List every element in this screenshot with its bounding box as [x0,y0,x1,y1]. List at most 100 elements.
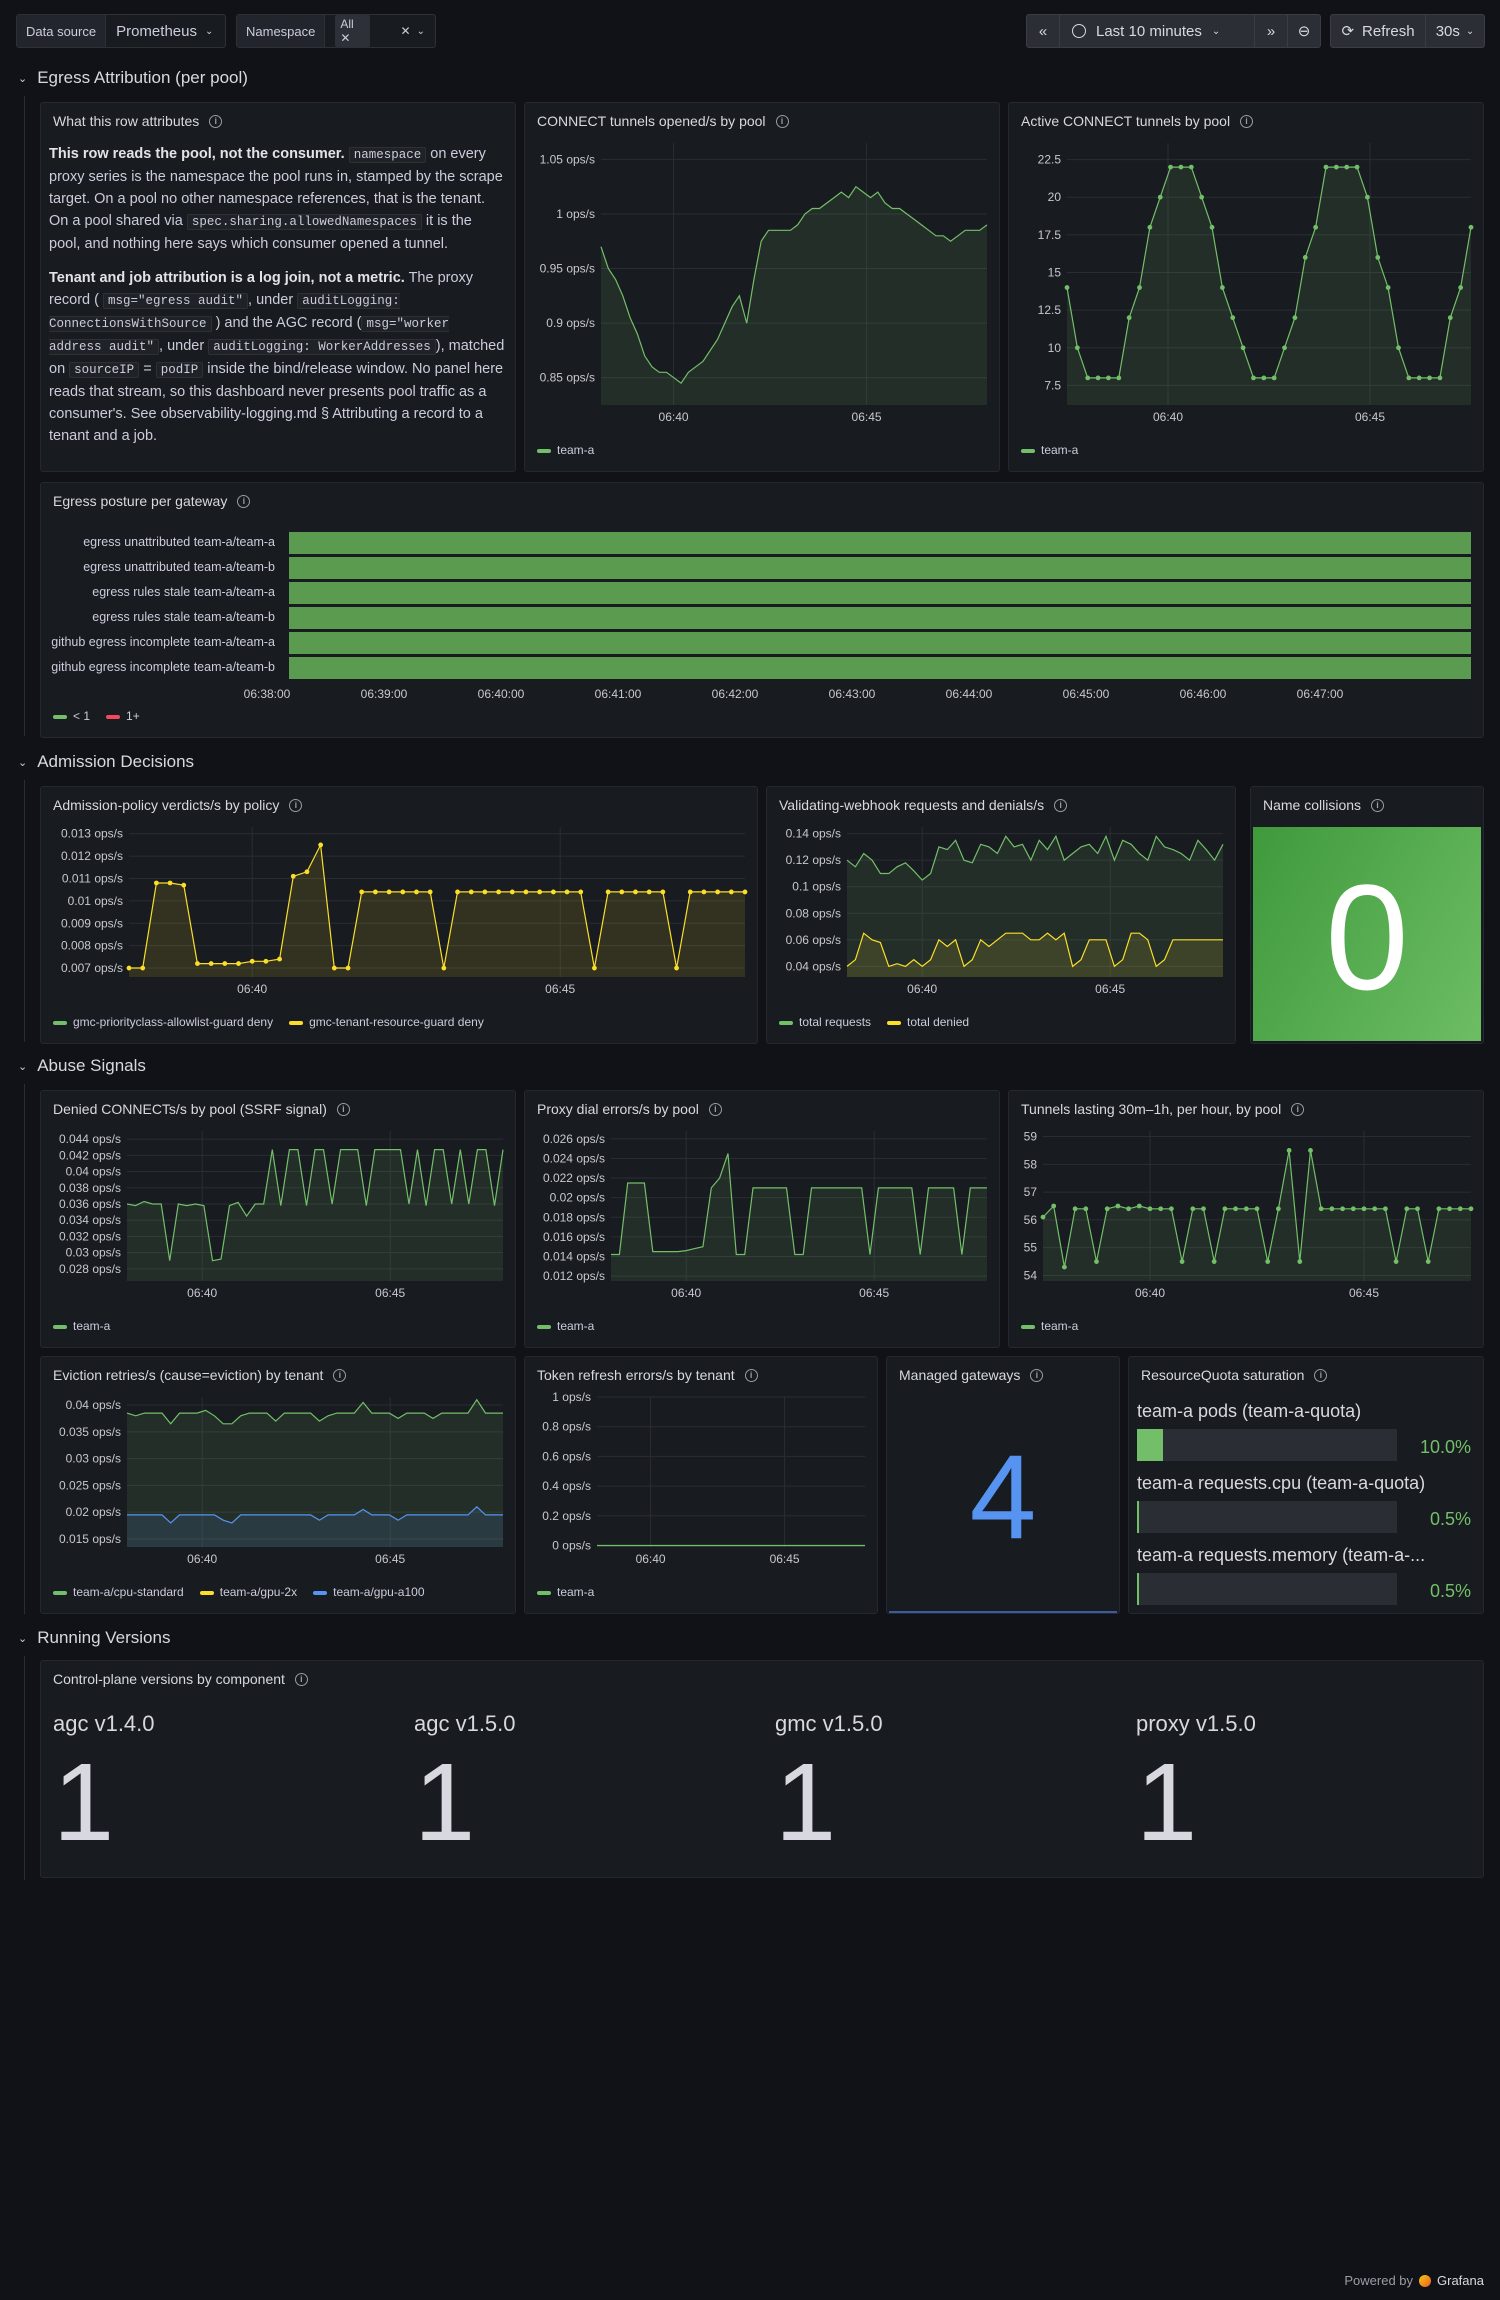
quota-gauge-panel[interactable]: ResourceQuota saturation i team-a pods (t… [1128,1356,1484,1614]
time-shift-forward-button[interactable]: » [1254,14,1288,48]
version-stat[interactable]: gmc v1.5.0 1 [775,1711,1115,1871]
info-icon[interactable]: i [1054,798,1068,812]
legend-item[interactable]: gmc-tenant-resource-guard deny [289,1015,484,1029]
panel-title: Egress posture per gateway [53,493,228,509]
legend-item[interactable]: team-a [537,1585,594,1599]
info-icon[interactable]: i [294,1672,308,1686]
namespace-chip[interactable]: All ✕ [335,15,371,47]
info-icon[interactable]: i [209,114,223,128]
chart-panel-denied-connects[interactable]: Denied CONNECTs/s by pool (SSRF signal) i… [40,1090,516,1348]
refresh-button[interactable]: ⟳ Refresh [1330,14,1426,48]
info-icon[interactable]: i [1371,798,1385,812]
stat-panel-managed-gateways[interactable]: Managed gateways i 4 [886,1356,1120,1614]
info-icon[interactable]: i [1240,114,1254,128]
legend-item[interactable]: team-a [537,1319,594,1333]
remove-chip-icon[interactable]: ✕ [340,31,351,45]
legend-item[interactable]: gmc-priorityclass-allowlist-guard deny [53,1015,273,1029]
line-chart: 0.04 ops/s 0.035 ops/s 0.03 ops/s 0.025 ops… [59,1397,503,1566]
row-header-egress[interactable]: ⌄ Egress Attribution (per pool) [18,68,248,88]
data-point [1211,1259,1217,1264]
info-icon[interactable]: i [289,798,303,812]
version-count: 1 [53,1741,115,1864]
info-icon[interactable]: i [1291,1102,1305,1116]
legend-item[interactable]: team-a [1021,1319,1078,1333]
info-icon[interactable]: i [1030,1368,1044,1382]
row-header-admission[interactable]: ⌄ Admission Decisions [18,752,194,772]
timeline-row-label: github egress incomplete team-a/team-a [51,635,275,649]
datasource-picker[interactable]: Data source Prometheus ⌄ [16,14,226,48]
stat-panel-name-collisions[interactable]: Name collisions i 0 [1250,786,1484,1044]
info-icon[interactable]: i [333,1368,347,1382]
md-text: ) and the AGC record ( [215,315,362,331]
legend-swatch [887,1020,902,1025]
y-tick-label: 0.012 ops/s [61,849,123,863]
info-icon[interactable]: i [1314,1368,1328,1382]
y-tick-label: 20 [1048,190,1062,204]
time-shift-back-button[interactable]: « [1026,14,1060,48]
data-point [1188,164,1194,170]
legend-swatch [53,1590,67,1595]
chart-panel-admission-verdicts[interactable]: Admission-policy verdicts/s by policy i 0.… [40,786,758,1044]
data-point [687,889,693,895]
md-code: auditLogging: WorkerAddresses [208,339,436,355]
chart-panel-active-connect[interactable]: Active CONNECT tunnels by pool i 22.5 20 17.… [1008,102,1484,472]
legend-item[interactable]: team-a [53,1319,110,1333]
gauge-fill [1137,1501,1140,1533]
namespace-chip-label: All [340,17,354,31]
data-point [167,880,173,886]
data-point [427,889,433,895]
legend-swatch [537,1590,551,1595]
clear-icon[interactable]: ✕ [400,24,411,38]
chart-panel-tunnels-30m[interactable]: Tunnels lasting 30m–1h, per hour, by poo… [1008,1090,1484,1348]
y-tick-label: 17.5 [1038,228,1062,242]
egress-posture-panel[interactable]: Egress posture per gateway i egress unatt… [40,482,1484,738]
refresh-interval-picker[interactable]: 30s ⌄ [1425,14,1485,48]
version-stat[interactable]: agc v1.5.0 1 [414,1711,754,1871]
legend-item[interactable]: team-a [537,443,594,457]
legend-item[interactable]: total denied [887,1015,969,1029]
info-icon[interactable]: i [775,114,789,128]
panel-title: CONNECT tunnels opened/s by pool [537,113,766,129]
data-point [126,965,132,971]
row-header-versions[interactable]: ⌄ Running Versions [18,1628,170,1648]
versions-panel[interactable]: Control-plane versions by component i agc… [40,1660,1484,1878]
info-icon[interactable]: i [744,1368,758,1382]
legend-item[interactable]: team-a [1021,443,1078,457]
data-point [1415,1206,1420,1212]
legend-item[interactable]: < 1 [53,709,90,723]
legend-item[interactable]: 1+ [106,709,140,723]
info-icon[interactable]: i [237,494,251,508]
data-point [181,882,187,888]
row-header-abuse[interactable]: ⌄ Abuse Signals [18,1056,146,1076]
data-point [1437,375,1443,381]
legend-item[interactable]: total requests [779,1015,871,1029]
y-tick-label: 59 [1024,1130,1038,1144]
chart-panel-webhook[interactable]: Validating-webhook requests and denials/… [766,786,1236,1044]
chart-panel-proxy-dial[interactable]: Proxy dial errors/s by pool i 0.026 ops/s 0… [524,1090,1000,1348]
data-point [1222,1206,1228,1212]
info-icon[interactable]: i [336,1102,350,1116]
grafana-brand[interactable]: Grafana [1437,2273,1484,2288]
x-tick-label: 06:45 [545,982,575,996]
legend-item[interactable]: team-a/gpu-a100 [313,1585,425,1599]
version-stat[interactable]: agc v1.4.0 1 [53,1711,393,1871]
text-panel: What this row attributes i This row reads… [40,102,516,472]
chart-panel-eviction[interactable]: Eviction retries/s (cause=eviction) by t… [40,1356,516,1614]
version-stat[interactable]: proxy v1.5.0 1 [1136,1711,1476,1871]
legend-item[interactable]: team-a/cpu-standard [53,1585,184,1599]
data-point [1240,345,1246,351]
legend-swatch [1021,1324,1035,1329]
zoom-out-button[interactable]: ⊖ [1287,14,1321,48]
powered-by-label: Powered by [1344,2273,1414,2288]
info-icon[interactable]: i [708,1102,722,1116]
chevron-down-icon: ⌄ [18,72,28,85]
chart-panel-token-refresh[interactable]: Token refresh errors/s by tenant i 1 ops/s… [524,1356,878,1614]
namespace-picker[interactable]: Namespace All ✕ ✕ ⌄ [236,14,436,48]
time-range-picker[interactable]: Last 10 minutes ⌄ [1059,14,1255,48]
data-point [1393,1259,1399,1264]
panel-title: Proxy dial errors/s by pool [537,1101,699,1117]
row-title: Egress Attribution (per pool) [37,68,248,87]
chart-panel-connect-opened[interactable]: CONNECT tunnels opened/s by pool i 1.05 op… [524,102,1000,472]
x-tick-label: 06:45 [859,1286,889,1300]
legend-item[interactable]: team-a/gpu-2x [199,1585,297,1599]
